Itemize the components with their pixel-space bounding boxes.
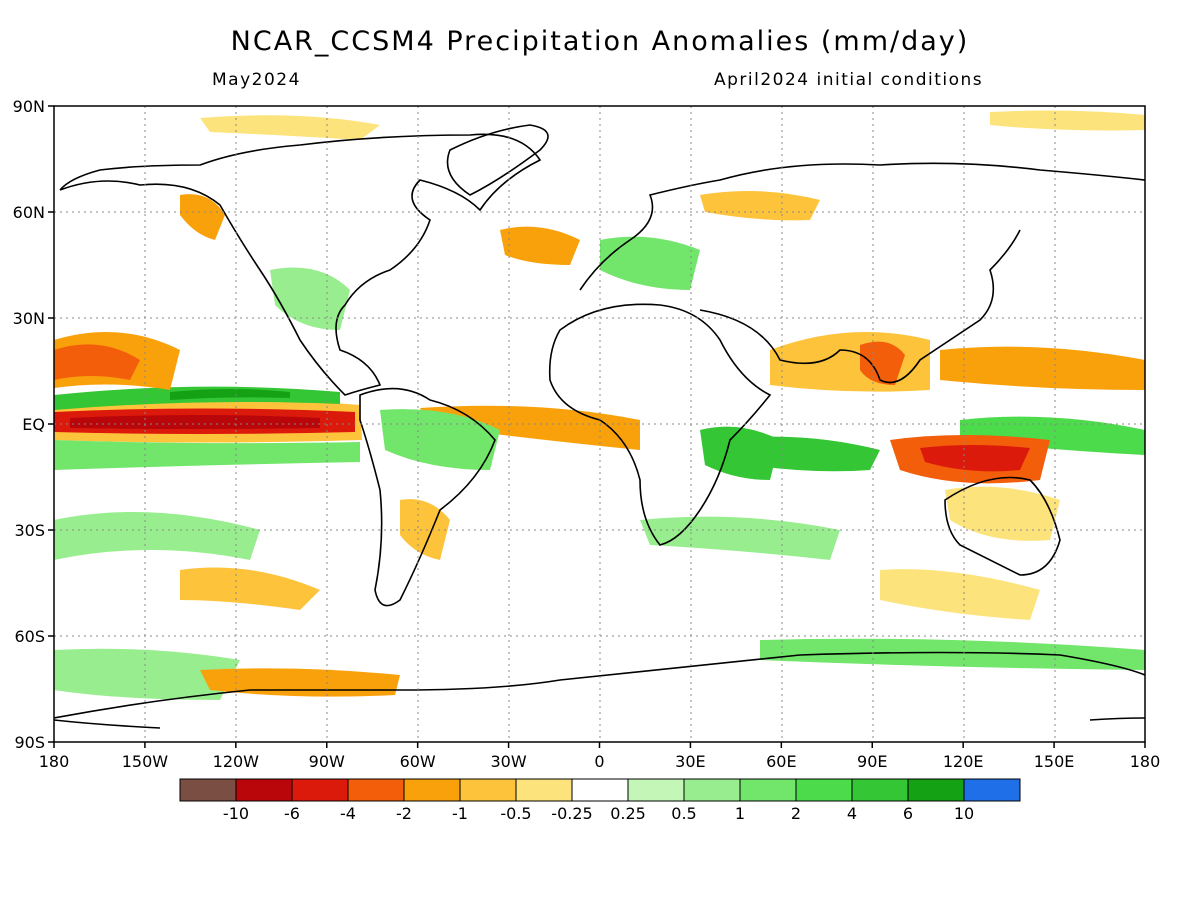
dry-anomaly-siberia xyxy=(700,191,820,221)
legend-label: 4 xyxy=(847,804,857,823)
wet-anomaly-europe xyxy=(600,236,700,290)
legend-swatch xyxy=(291,778,349,802)
wet-anomaly-west-pacific xyxy=(960,416,1145,455)
lon-tick-label: 0 xyxy=(594,752,604,771)
lat-tick-label: 90N xyxy=(13,97,45,116)
legend-label: 6 xyxy=(903,804,913,823)
lon-tick-label: 150E xyxy=(1034,752,1075,771)
dry-anomaly-south-indian xyxy=(880,569,1040,620)
legend-swatch xyxy=(515,778,573,802)
lon-tick-label: 120W xyxy=(213,752,260,771)
legend-swatch xyxy=(683,778,741,802)
wet-anomaly-south-indian xyxy=(640,516,840,560)
coastline-greenland xyxy=(446,124,549,196)
legend-swatch xyxy=(739,778,797,802)
lat-tick-label: 90S xyxy=(14,733,45,752)
dry-anomaly-arctic xyxy=(200,115,380,140)
legend-swatch xyxy=(403,778,461,802)
dry-anomaly-alaska xyxy=(180,194,225,240)
wet-anomaly-pacific-south xyxy=(54,440,360,470)
latitude-axis: 90N 60N 30N EQ 30S 60S 90S xyxy=(13,97,54,752)
anomaly-field xyxy=(54,110,1145,700)
legend-swatch xyxy=(347,778,405,802)
dry-anomaly-bay-of-bengal xyxy=(860,341,905,385)
lat-tick-label: 60N xyxy=(13,203,45,222)
lat-tick-label: 30S xyxy=(14,521,45,540)
lon-tick-label: 90E xyxy=(857,752,887,771)
wet-anomaly-north-america xyxy=(270,267,350,330)
legend-label: -4 xyxy=(340,804,356,823)
legend-label: -10 xyxy=(223,804,249,823)
coastline-australia xyxy=(944,476,1061,576)
dry-anomaly-west-pacific-north xyxy=(940,346,1145,390)
legend-label: 0.25 xyxy=(610,804,646,823)
wet-anomaly-south-pacific xyxy=(54,512,260,560)
map-title: NCAR_CCSM4 Precipitation Anomalies (mm/d… xyxy=(230,26,970,57)
legend-swatch xyxy=(907,778,965,802)
legend-swatch xyxy=(571,778,629,802)
wet-anomaly-southern-ocean-east xyxy=(760,638,1145,670)
coastline-africa xyxy=(548,303,772,546)
init-conditions-label: April2024 initial conditions xyxy=(714,70,984,90)
dry-anomaly-atlantic xyxy=(420,405,640,450)
legend-swatch xyxy=(963,778,1021,802)
lon-tick-label: 180 xyxy=(1130,752,1161,771)
lat-tick-label: EQ xyxy=(22,415,45,434)
dry-anomaly-indonesia-core xyxy=(920,445,1030,472)
coastline-antarctica xyxy=(54,651,1145,729)
legend-label: -0.25 xyxy=(551,804,592,823)
legend-swatch xyxy=(179,778,237,802)
legend-label: -6 xyxy=(284,804,300,823)
dry-anomaly-south-pacific xyxy=(180,567,320,610)
wet-anomaly-pacific-north-core xyxy=(170,389,290,400)
lon-tick-label: 60E xyxy=(766,752,796,771)
dry-anomaly-south-asia xyxy=(770,332,930,392)
lat-tick-label: 60S xyxy=(14,627,45,646)
lon-tick-label: 60W xyxy=(400,752,436,771)
lon-tick-label: 30E xyxy=(675,752,705,771)
coastline-south-america xyxy=(359,387,496,607)
color-legend: -10 -6 -4 -2 -1 -0.5 -0.25 0.25 0.5 1 2 4 6 10 xyxy=(179,778,1021,823)
lon-tick-label: 30W xyxy=(490,752,526,771)
dry-anomaly-australia xyxy=(945,486,1060,541)
legend-label: -0.5 xyxy=(500,804,531,823)
wet-anomaly-africa xyxy=(700,426,780,480)
lon-tick-label: 150W xyxy=(122,752,169,771)
dry-anomaly-north-pacific-2 xyxy=(54,344,140,380)
legend-swatch xyxy=(851,778,909,802)
valid-month-label: May2024 xyxy=(212,70,301,90)
legend-swatch xyxy=(235,778,293,802)
lat-tick-label: 30N xyxy=(13,309,45,328)
dry-anomaly-arctic-east xyxy=(990,110,1145,131)
dry-anomaly-north-atlantic xyxy=(500,226,580,265)
dry-anomaly-itcz-pacific-peak xyxy=(70,415,320,429)
lon-tick-label: 180 xyxy=(39,752,70,771)
lon-tick-label: 90W xyxy=(309,752,345,771)
lon-tick-label: 120E xyxy=(943,752,984,771)
longitude-axis: 180 150W 120W 90W 60W 30W 0 30E 60E 90E 120E 150E 18… xyxy=(39,742,1161,771)
coastline-north-america xyxy=(59,133,542,396)
legend-swatch xyxy=(627,778,685,802)
legend-label: 10 xyxy=(954,804,974,823)
coastlines xyxy=(54,124,1145,729)
legend-label: 1 xyxy=(735,804,745,823)
legend-label: 0.5 xyxy=(671,804,696,823)
legend-swatch xyxy=(795,778,853,802)
legend-label: -2 xyxy=(396,804,412,823)
legend-label: 2 xyxy=(791,804,801,823)
wet-anomaly-southern-ocean xyxy=(54,648,240,700)
coastline-eurasia xyxy=(579,162,1145,384)
legend-label: -1 xyxy=(452,804,468,823)
graticule xyxy=(54,106,1145,742)
legend-swatch xyxy=(459,778,517,802)
